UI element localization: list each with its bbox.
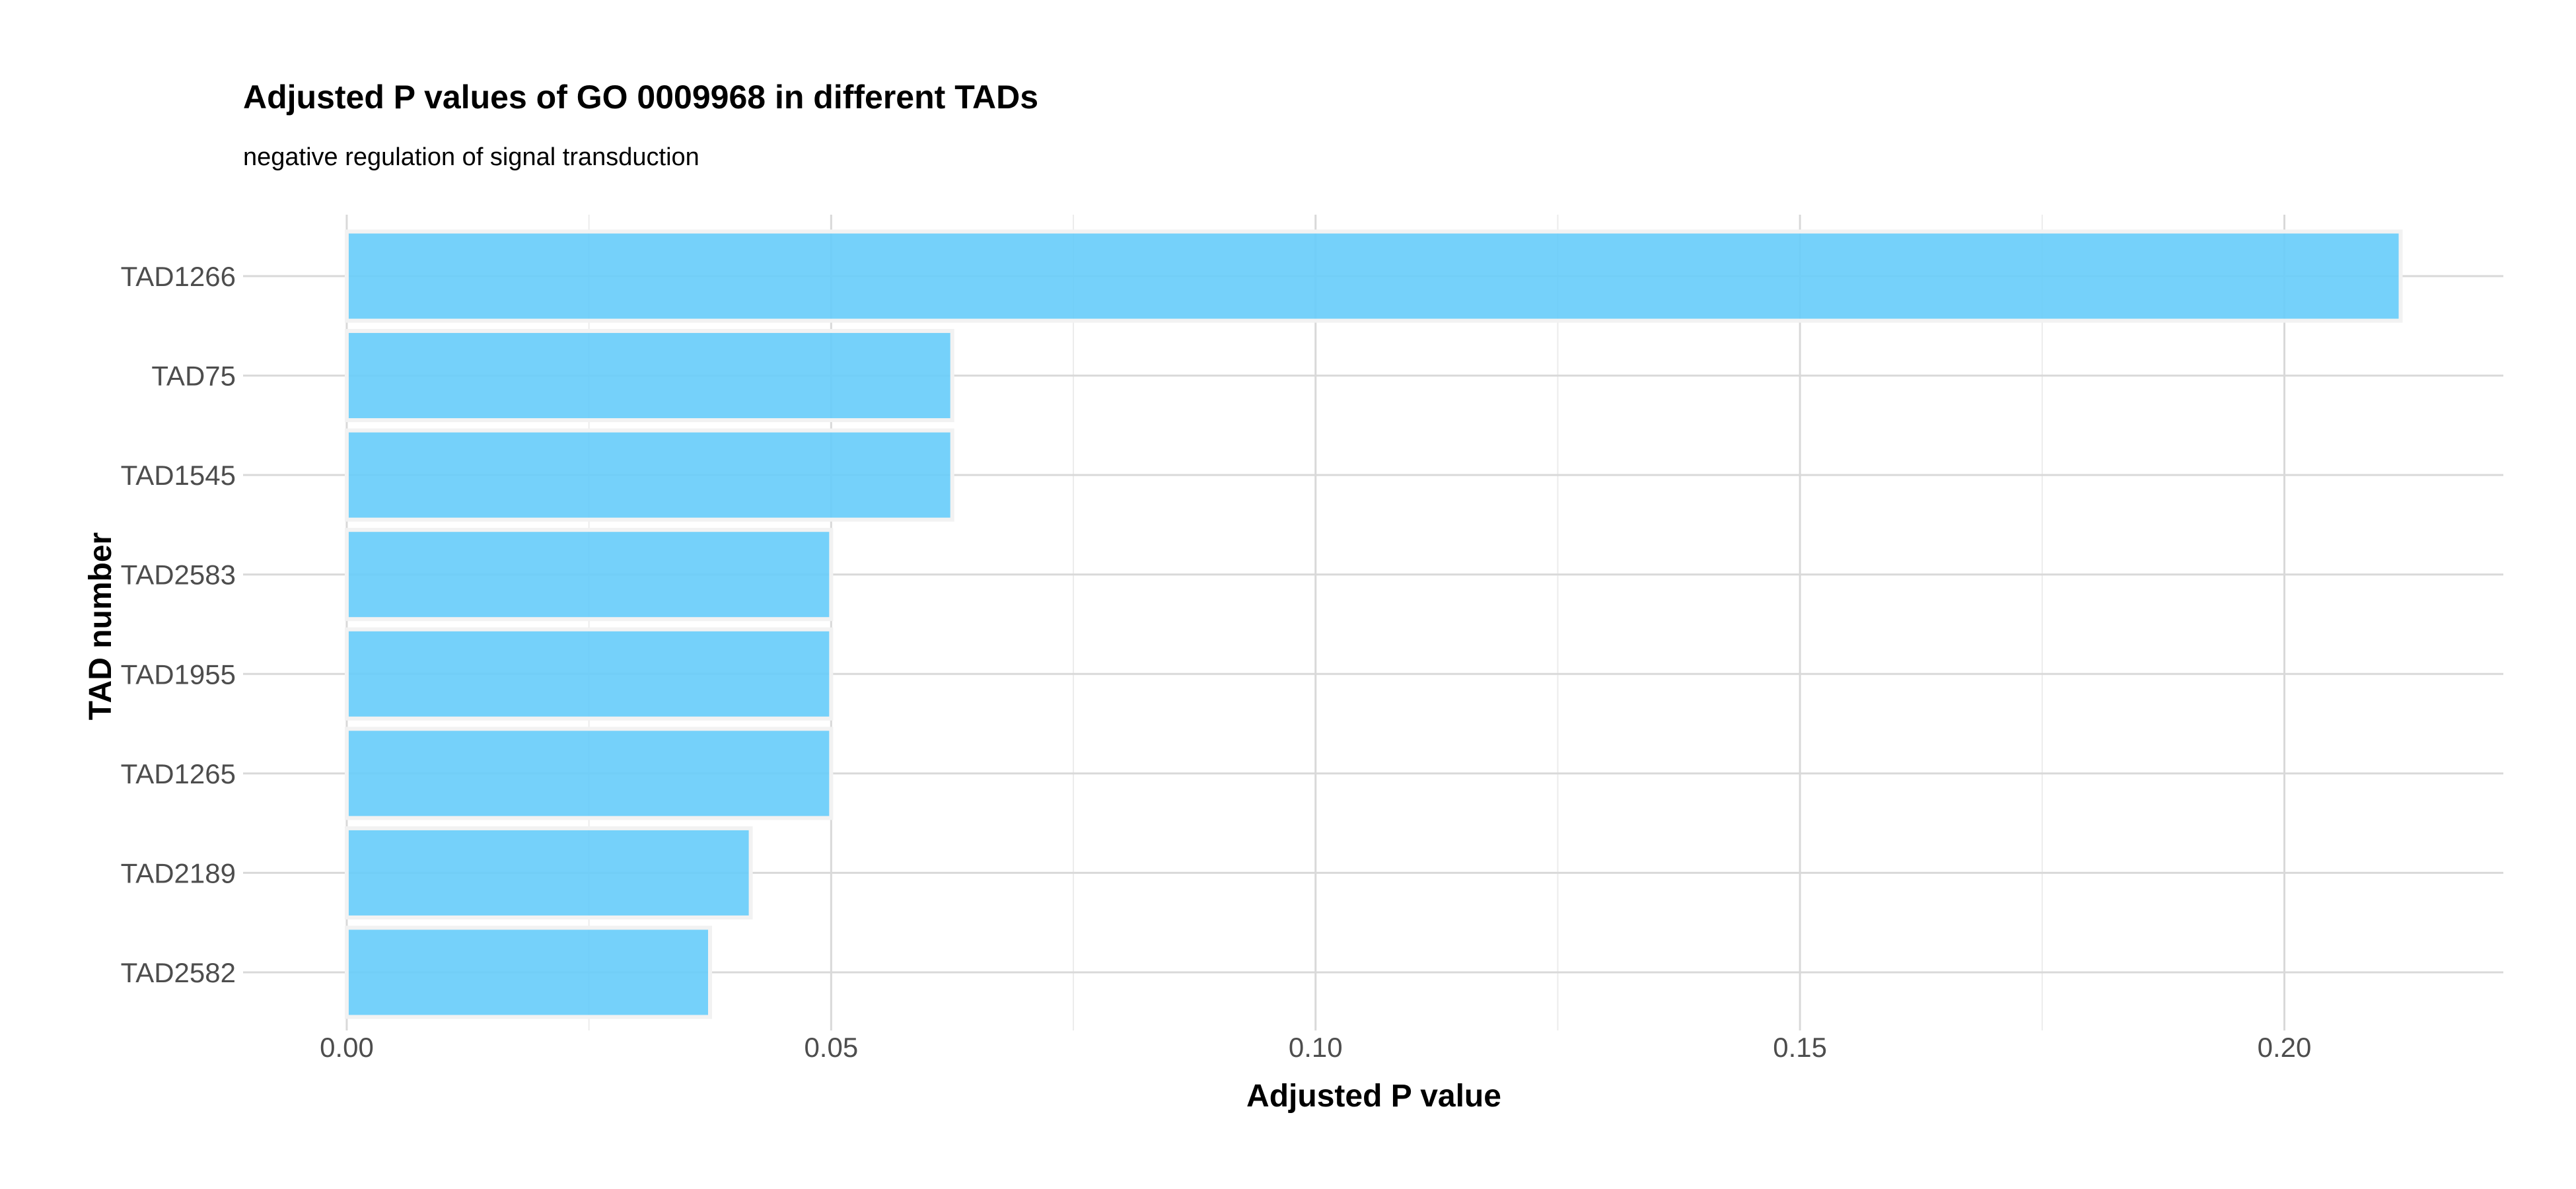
bars <box>344 229 2403 1019</box>
y-tick-label: TAD2583 <box>121 559 236 591</box>
x-tick-labels: 0.00 0.05 0.10 0.15 0.20 <box>320 1032 2311 1063</box>
x-axis-title: Adjusted P value <box>1246 1079 1501 1114</box>
y-tick-label: TAD1545 <box>121 460 236 491</box>
y-tick-label: TAD1955 <box>121 659 236 690</box>
y-axis-title: TAD number <box>83 532 118 720</box>
bar-tad1266 <box>344 229 2403 323</box>
bar-tad1545 <box>344 428 954 522</box>
y-tick-label: TAD75 <box>151 361 236 392</box>
x-tick-label: 0.20 <box>2258 1032 2312 1063</box>
y-tick-label: TAD1265 <box>121 758 236 789</box>
y-tick-labels: TAD1266 TAD75 TAD1545 TAD2583 TAD1955 TAD1265… <box>121 261 236 988</box>
x-tick-label: 0.10 <box>1289 1032 1343 1063</box>
bar-tad75 <box>344 329 954 423</box>
y-tick-label: TAD2582 <box>121 957 236 988</box>
bar-tad2189 <box>344 826 753 919</box>
x-tick-label: 0.15 <box>1773 1032 1827 1063</box>
bar-tad1955 <box>344 627 834 721</box>
bar-tad1265 <box>344 727 834 820</box>
y-tick-label: TAD2189 <box>121 857 236 888</box>
x-tick-label: 0.05 <box>804 1032 858 1063</box>
bar-tad2583 <box>344 528 834 622</box>
y-tick-label: TAD1266 <box>121 261 236 292</box>
chart-subtitle: negative regulation of signal transducti… <box>243 143 699 171</box>
bar-tad2582 <box>344 925 712 1019</box>
x-tick-label: 0.00 <box>320 1032 374 1063</box>
chart-title: Adjusted P values of GO 0009968 in diffe… <box>243 79 1038 116</box>
